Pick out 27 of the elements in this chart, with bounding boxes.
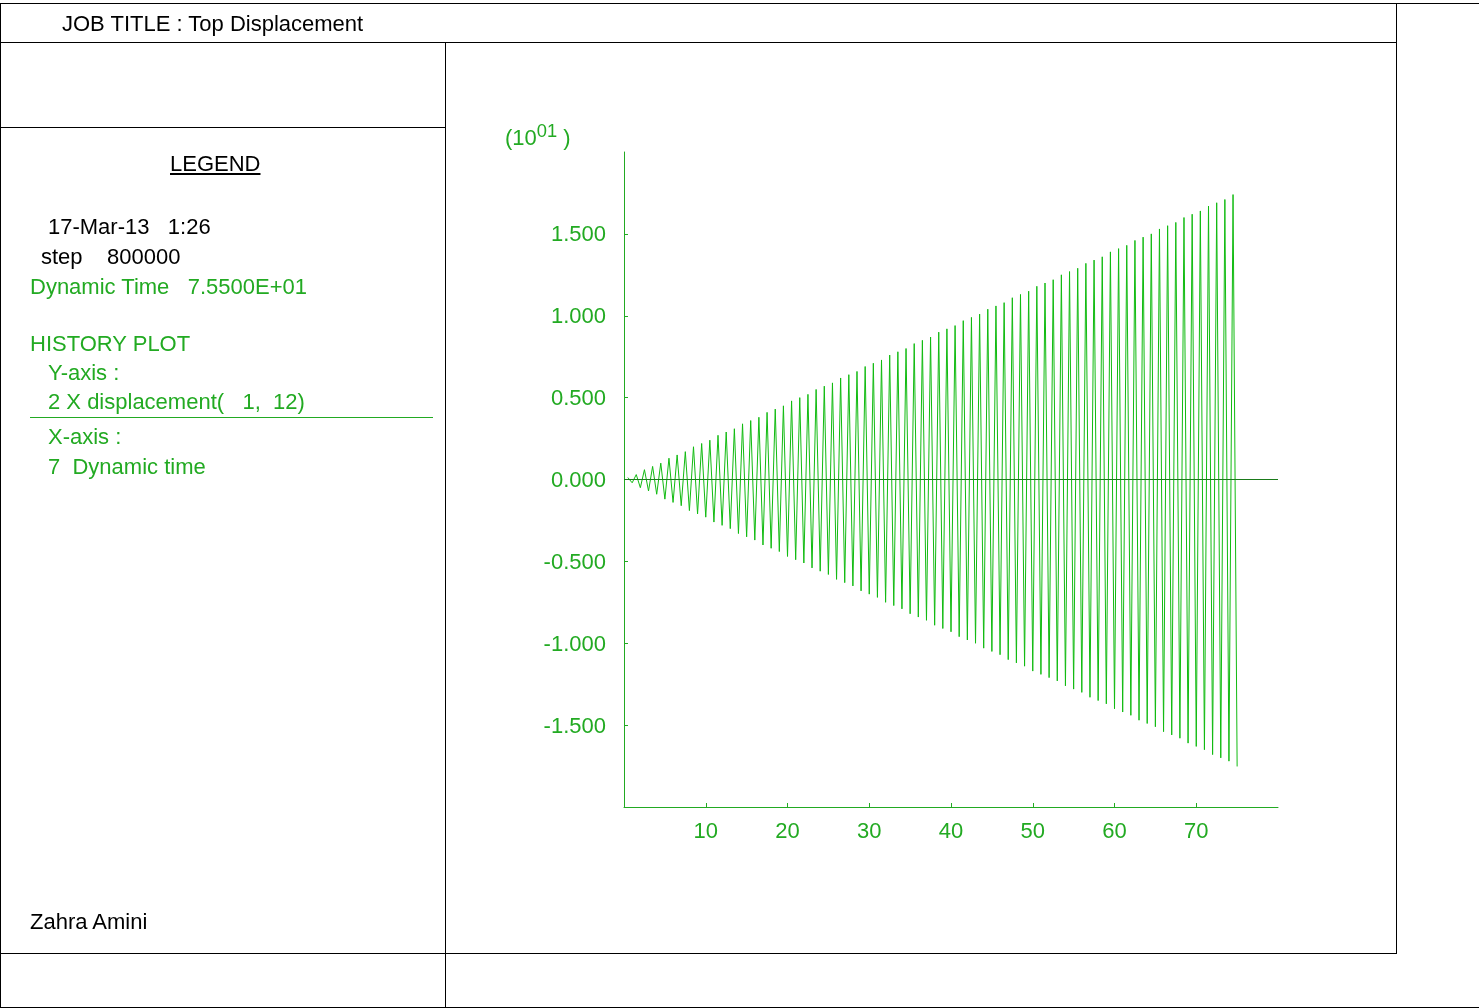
- text: Y-axis :: [48, 360, 120, 386]
- y-axis-title: (10$^{01}$ ): [505, 120, 571, 152]
- y-tick-label: 0.000: [550, 467, 606, 492]
- text: 2 X displacement( 1, 12): [48, 389, 305, 415]
- y-tick-label: 1.500: [550, 221, 606, 247]
- x-tick-label: 50: [1020, 817, 1045, 843]
- y-tick-label: 0.500: [550, 385, 606, 411]
- y-tick-label: -1.000: [543, 630, 606, 656]
- x-tick-label: 70: [1184, 817, 1209, 843]
- line-series: [627, 194, 1238, 767]
- text: LEGEND: [170, 151, 261, 177]
- y-tick-label: 1.000: [550, 303, 606, 329]
- text: HISTORY PLOT: [30, 331, 191, 357]
- x-tick-label: 30: [857, 817, 882, 843]
- text: JOB TITLE : Top Displacement: [62, 11, 364, 37]
- x-tick-label: 40: [938, 817, 964, 843]
- text: Dynamic Time 7.5500E+01: [30, 274, 307, 300]
- text: X-axis :: [48, 424, 122, 450]
- text: step 800000: [41, 244, 181, 270]
- y-tick-label: -1.500: [543, 712, 606, 738]
- text: 7 Dynamic time: [48, 454, 206, 480]
- x-tick-label: 10: [693, 817, 718, 843]
- text: 17-Mar-13 1:26: [48, 214, 211, 240]
- text: Zahra Amini: [30, 909, 148, 935]
- x-tick-label: 60: [1102, 817, 1127, 843]
- x-tick-label: 20: [775, 817, 800, 843]
- y-tick-label: -0.500: [543, 548, 606, 574]
